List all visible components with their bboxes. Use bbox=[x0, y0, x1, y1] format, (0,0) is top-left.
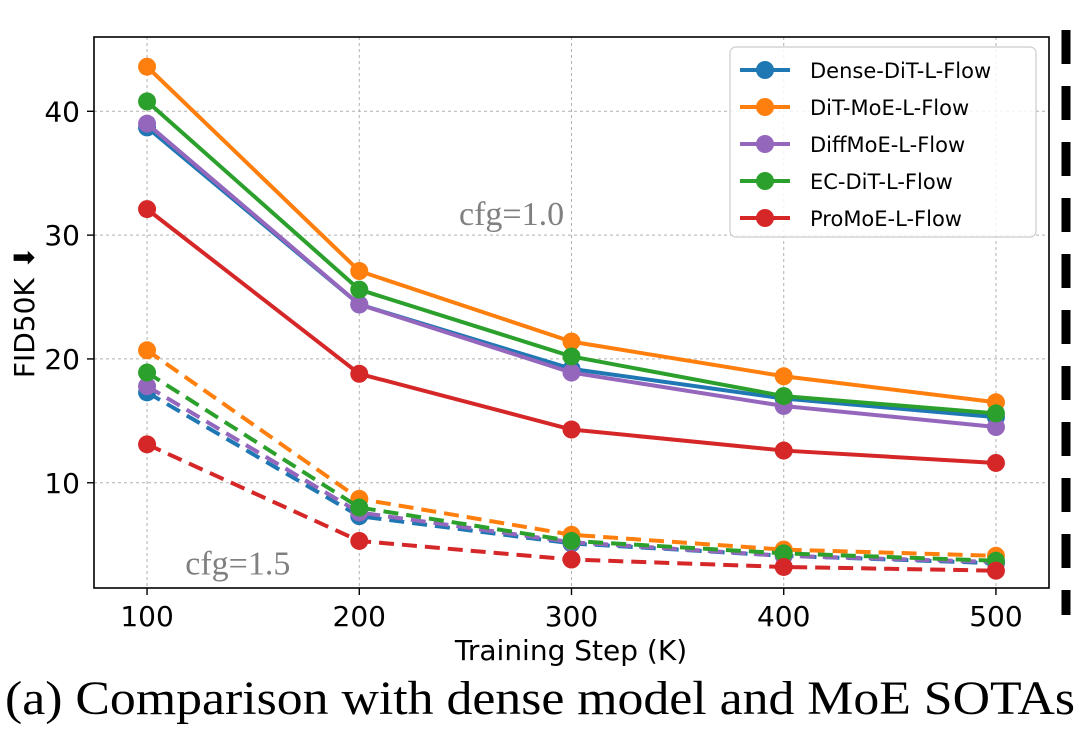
series-DiT-MoE-L-Flow-cfg=1.0 bbox=[138, 57, 1005, 412]
data-point bbox=[986, 418, 1005, 437]
data-point bbox=[986, 404, 1005, 423]
series-EC-DiT-L-Flow-cfg=1.0 bbox=[138, 92, 1005, 423]
y-tick-label: 10 bbox=[44, 467, 80, 500]
legend-marker bbox=[756, 172, 774, 190]
legend-label: DiffMoE-L-Flow bbox=[810, 133, 965, 157]
data-point bbox=[138, 435, 157, 454]
data-point bbox=[350, 498, 369, 517]
legend-box bbox=[729, 46, 1037, 238]
legend-entry-DiT-MoE-L-Flow: DiT-MoE-L-Flow bbox=[740, 96, 969, 120]
legend-entry-EC-DiT-L-Flow: EC-DiT-L-Flow bbox=[740, 170, 953, 194]
data-point bbox=[562, 363, 581, 382]
data-point bbox=[562, 332, 581, 351]
legend-label: DiT-MoE-L-Flow bbox=[810, 96, 969, 120]
data-point bbox=[138, 57, 157, 76]
x-axis-label: Training Step (K) bbox=[454, 634, 687, 667]
data-point bbox=[986, 453, 1005, 472]
data-point bbox=[350, 364, 369, 383]
data-point bbox=[774, 367, 793, 386]
data-point bbox=[138, 92, 157, 111]
y-tick-label: 40 bbox=[44, 95, 80, 128]
data-point bbox=[774, 544, 793, 563]
data-point bbox=[350, 531, 369, 550]
data-point bbox=[774, 387, 793, 406]
data-point bbox=[350, 280, 369, 299]
data-point bbox=[350, 295, 369, 314]
data-point bbox=[350, 262, 369, 281]
legend-label: EC-DiT-L-Flow bbox=[810, 170, 953, 194]
legend-entry-ProMoE-L-Flow: ProMoE-L-Flow bbox=[740, 207, 962, 231]
data-point bbox=[562, 420, 581, 439]
series-EC-DiT-L-Flow-cfg=1.5 bbox=[138, 363, 1005, 570]
data-point bbox=[138, 114, 157, 133]
legend-entry-DiffMoE-L-Flow: DiffMoE-L-Flow bbox=[740, 133, 965, 157]
y-axis-label: FID50K ⬇ bbox=[8, 246, 41, 378]
legend-marker bbox=[756, 209, 774, 227]
figure-caption: (a) Comparison with dense model and MoE … bbox=[5, 672, 1075, 725]
annotation-cfg=1.5: cfg=1.5 bbox=[185, 545, 290, 582]
data-point bbox=[138, 200, 157, 219]
y-axis-label-arrow: ⬇ bbox=[8, 246, 41, 269]
y-axis-label-text: FID50K bbox=[8, 278, 41, 379]
annotation-cfg=1.0: cfg=1.0 bbox=[459, 196, 564, 233]
series-DiffMoE-L-Flow-cfg=1.0 bbox=[138, 114, 1005, 437]
legend: Dense-DiT-L-Flow DiT-MoE-L-Flow DiffMoE-L-… bbox=[729, 46, 1037, 238]
x-tick-label: 200 bbox=[333, 600, 386, 633]
series-ProMoE-L-Flow-cfg=1.0 bbox=[138, 200, 1005, 472]
data-point bbox=[138, 341, 157, 360]
data-point bbox=[774, 557, 793, 576]
x-axis-ticks: 100 200 300 400 500 bbox=[120, 588, 1023, 633]
x-tick-label: 400 bbox=[757, 600, 810, 633]
x-tick-label: 300 bbox=[545, 600, 598, 633]
legend-marker bbox=[756, 61, 774, 79]
series-ProMoE-L-Flow-cfg=1.5 bbox=[138, 435, 1005, 580]
legend-entry-Dense-DiT-L-Flow: Dense-DiT-L-Flow bbox=[740, 59, 991, 83]
data-point bbox=[986, 561, 1005, 580]
x-tick-label: 500 bbox=[969, 600, 1022, 633]
y-axis-ticks: 10 20 30 40 bbox=[44, 95, 94, 500]
y-tick-label: 20 bbox=[44, 343, 80, 376]
legend-marker bbox=[756, 135, 774, 153]
legend-label: Dense-DiT-L-Flow bbox=[810, 59, 991, 83]
legend-marker bbox=[756, 98, 774, 116]
data-point bbox=[138, 363, 157, 382]
x-tick-label: 100 bbox=[120, 600, 173, 633]
annotations: cfg=1.0 cfg=1.5 bbox=[185, 196, 564, 582]
y-tick-label: 30 bbox=[44, 219, 80, 252]
data-point bbox=[562, 347, 581, 366]
legend-label: ProMoE-L-Flow bbox=[810, 207, 962, 231]
data-point bbox=[562, 550, 581, 569]
data-point bbox=[562, 531, 581, 550]
data-point bbox=[138, 377, 157, 396]
series-layer bbox=[138, 57, 1005, 580]
data-point bbox=[774, 441, 793, 460]
